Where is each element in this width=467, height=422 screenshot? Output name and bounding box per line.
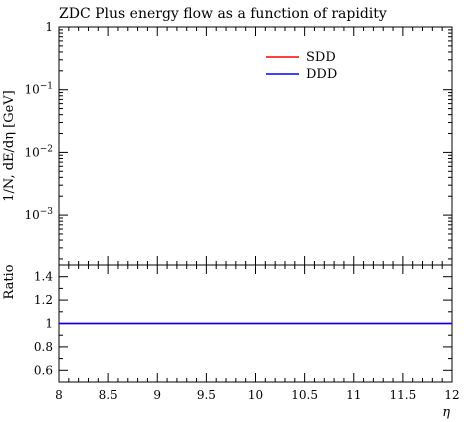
y-tick-label: 10−3 (24, 207, 53, 222)
x-tick-label: 11 (346, 388, 361, 402)
legend-label-ddd: DDD (306, 67, 337, 82)
legend: SDD DDD (266, 50, 337, 82)
x-tick-label: 10.5 (291, 388, 318, 402)
x-tick-label: 10 (248, 388, 263, 402)
ratio-y-tick-label: 0.8 (34, 340, 53, 354)
x-tick-labels: 8 8.5 9 9.5 10 10.5 11 11.5 12 (55, 388, 459, 402)
main-axis-ticks (59, 27, 452, 265)
ratio-y-tick-labels: 0.6 0.8 1 1.2 1.4 (34, 270, 53, 378)
ratio-y-tick-label: 1.2 (34, 293, 53, 307)
x-axis-label: η (442, 405, 450, 420)
ratio-y-tick-label: 1 (45, 317, 53, 331)
chart-title: ZDC Plus energy flow as a function of ra… (59, 6, 387, 22)
x-tick-label: 8.5 (99, 388, 118, 402)
y-tick-label: 10−2 (24, 144, 53, 159)
ratio-y-axis-label: Ratio (2, 264, 17, 299)
main-panel-frame (58, 26, 453, 266)
ratio-axis-ticks (59, 265, 452, 382)
main-y-axis-label: 1/N, dE/dη [GeV] (2, 90, 17, 202)
y-tick-label: 10−1 (24, 82, 53, 97)
x-tick-label: 11.5 (390, 388, 417, 402)
x-tick-label: 8 (55, 388, 63, 402)
x-tick-label: 9 (153, 388, 161, 402)
y-tick-label: 1 (45, 20, 53, 34)
x-tick-label: 12 (444, 388, 459, 402)
ratio-y-tick-label: 0.6 (34, 363, 53, 377)
x-tick-label: 9.5 (197, 388, 216, 402)
legend-label-sdd: SDD (306, 50, 336, 65)
main-y-tick-labels: 1 10−1 10−2 10−3 (24, 20, 53, 222)
ratio-y-tick-label: 1.4 (34, 270, 53, 284)
